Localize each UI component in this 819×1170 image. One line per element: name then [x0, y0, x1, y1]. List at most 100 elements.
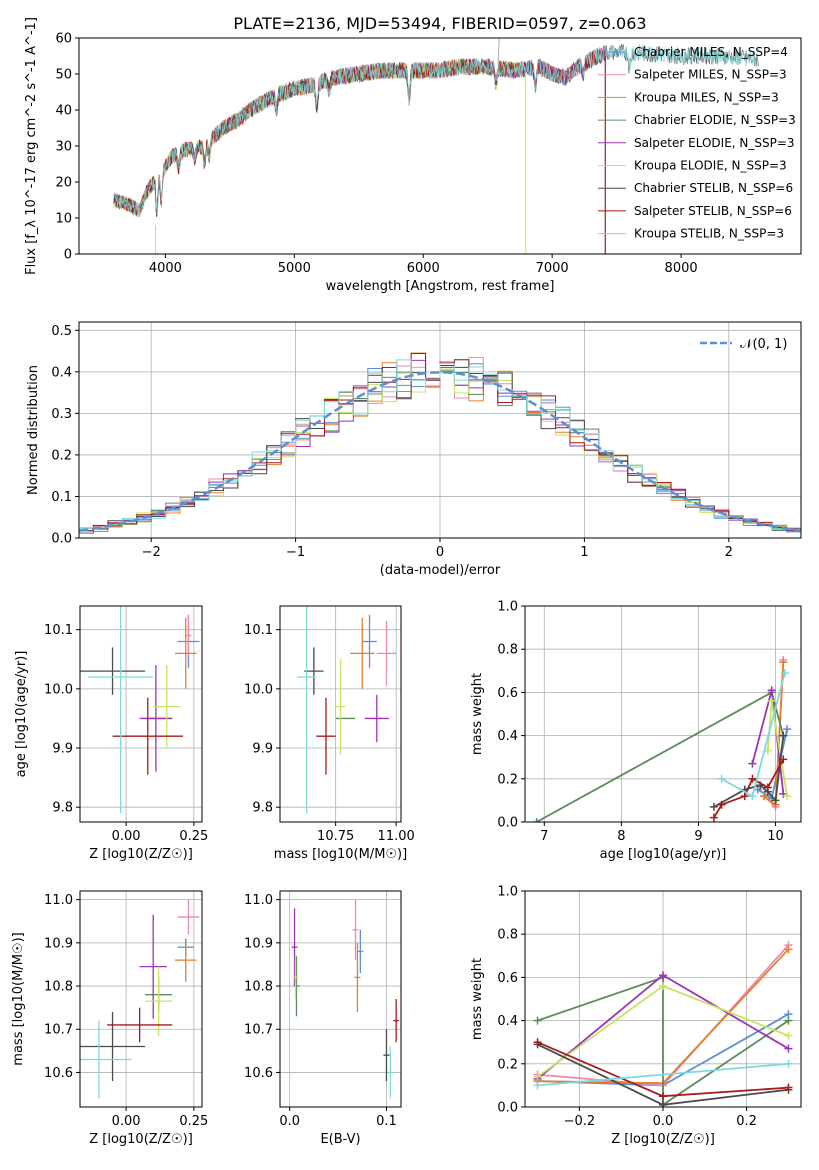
- y-tick-label: 0.3: [51, 407, 72, 422]
- y-axis-label: Normed distribution: [26, 365, 41, 495]
- massweight_vs_age-frame: [524, 605, 802, 823]
- y-tick-label: 10.1: [44, 623, 73, 638]
- age_vs_Z-panel: 0.00 0.25 9.8 9.9 10.0 10.1 age [log10(age/yr)…: [14, 606, 208, 862]
- line-marker: [532, 818, 541, 822]
- y-tick-label: 60: [55, 32, 72, 47]
- massweight_vs_Z-frame: [524, 890, 802, 1108]
- y-tick-label: 9.8: [252, 801, 273, 816]
- line-marker: [779, 658, 788, 667]
- x-axis-label: age [log10(age/yr)]: [600, 847, 727, 862]
- line-marker: [779, 731, 788, 740]
- y-axis-label: mass [log10(M/M☉)]: [11, 932, 26, 1065]
- x-tick-label: 0.2: [736, 1114, 757, 1129]
- mass_vs_Z-panel: 0.00 0.25 10.6 10.7 10.8 10.9 11.0 mass [log10(…: [11, 891, 208, 1147]
- y-tick-label: 10.9: [44, 936, 73, 951]
- x-tick-label: 10.75: [317, 829, 354, 844]
- x-tick-label: 2: [725, 545, 733, 560]
- y-tick-label: 0.0: [497, 816, 518, 831]
- mass_vs_ebv-panel: 0.0 0.1 10.6 10.7 10.8 10.9 11.0 E(B-V): [244, 891, 401, 1147]
- line-marker: [709, 802, 718, 811]
- massweight_vs_age-panel: 7 8 9 10 0.0 0.2 0.4 0.6 0.8 1.0 mass weight age [l…: [470, 600, 801, 862]
- figure-title: PLATE=2136, MJD=53494, FIBERID=0597, z=0…: [233, 14, 646, 33]
- x-tick-label: 7000: [536, 261, 569, 276]
- line-marker: [748, 792, 757, 801]
- y-tick-label: 11.0: [244, 893, 273, 908]
- line-marker: [740, 792, 749, 801]
- mass_vs_Z-frame: [79, 890, 203, 1108]
- histogram-kroupa_stelib: [79, 359, 801, 530]
- legend-label: Salpeter ELODIE, N_SSP=3: [634, 136, 795, 150]
- histograms: [79, 352, 801, 534]
- line-marker: [659, 1100, 667, 1107]
- age_vs_Z-points: [80, 606, 200, 814]
- y-axis-label: mass weight: [470, 958, 485, 1040]
- line-marker: [748, 759, 757, 768]
- y-tick-label: 0: [64, 248, 72, 263]
- legend-label: Kroupa MILES, N_SSP=3: [634, 90, 779, 104]
- age_vs_Z-frame: [79, 605, 203, 823]
- x-tick-label: −0.2: [564, 1114, 596, 1129]
- line-marker: [771, 796, 780, 805]
- y-tick-label: 9.9: [52, 742, 73, 757]
- x-tick-label: 0.0: [279, 1114, 300, 1129]
- y-tick-label: 0.4: [497, 729, 518, 744]
- x-tick-label: 0.00: [112, 1114, 141, 1129]
- line-marker: [717, 774, 726, 783]
- y-tick-label: 0.6: [497, 686, 518, 701]
- normal-curve: [79, 371, 801, 532]
- mass_vs_Z-points: [80, 899, 200, 1099]
- line-marker: [533, 1081, 542, 1090]
- y-tick-label: 20: [55, 176, 72, 191]
- y-tick-label: 10: [55, 212, 72, 227]
- x-tick-label: −2: [142, 545, 161, 560]
- line-marker: [767, 686, 776, 695]
- residuals-frame: [78, 321, 802, 539]
- y-axis-label: Flux [f_λ 10^-17 erg cm^-2 s^-1 A^-1]: [24, 17, 39, 275]
- residuals-panel: −2 −1 0 1 2 0.0 0.1 0.2 0.3 0.4 0.5 Normed distribu…: [26, 322, 801, 578]
- y-tick-label: 1.0: [497, 600, 518, 615]
- line-marker: [784, 1016, 793, 1025]
- line-marker: [784, 1059, 793, 1068]
- normal-legend-label: 𝒩(0, 1): [740, 337, 787, 352]
- x-tick-label: 0.25: [179, 829, 208, 844]
- line-marker: [784, 945, 793, 954]
- y-axis-label: age [log10(age/yr)]: [14, 651, 29, 778]
- y-tick-label: 0.2: [497, 1057, 518, 1072]
- x-tick-label: 10: [767, 829, 784, 844]
- x-tick-label: 0.00: [112, 829, 141, 844]
- age_vs_mass-frame: [279, 605, 402, 823]
- line-marker: [709, 813, 718, 822]
- mass_vs_ebv-points: [291, 899, 400, 1099]
- line-kroupa_stelib: [537, 1062, 789, 1087]
- x-tick-label: −1: [286, 545, 305, 560]
- line-marker: [659, 971, 667, 980]
- line-marker: [780, 668, 789, 677]
- legend-label: Chabrier MILES, N_SSP=4: [634, 45, 788, 59]
- y-tick-label: 0.0: [497, 1101, 518, 1116]
- line-chabrier_elodie: [537, 976, 790, 1107]
- line-kroupa_miles: [763, 662, 785, 807]
- line-marker: [784, 1044, 793, 1053]
- line-marker: [533, 1038, 542, 1047]
- y-tick-label: 10.0: [44, 682, 73, 697]
- y-tick-label: 0.4: [51, 365, 72, 380]
- y-tick-label: 0.2: [51, 448, 72, 463]
- massweight_vs_Z-lines: [533, 941, 793, 1107]
- y-tick-label: 10.0: [244, 682, 273, 697]
- y-tick-label: 0.2: [497, 772, 518, 787]
- y-tick-label: 10.7: [44, 1023, 73, 1038]
- legend-label: Chabrier ELODIE, N_SSP=3: [634, 113, 796, 127]
- x-tick-label: 0.1: [376, 1114, 397, 1129]
- line-marker: [784, 1083, 793, 1092]
- x-tick-label: 9: [694, 829, 702, 844]
- y-tick-label: 0.4: [497, 1014, 518, 1029]
- line-marker: [659, 1092, 667, 1101]
- x-tick-label: 1: [580, 545, 588, 560]
- spectrum-spike: [497, 38, 500, 64]
- line-salpeter_stelib: [713, 758, 785, 819]
- line-chabrier_elodie: [536, 691, 785, 822]
- legend-label: Kroupa STELIB, N_SSP=3: [634, 227, 784, 241]
- y-tick-label: 10.7: [244, 1023, 273, 1038]
